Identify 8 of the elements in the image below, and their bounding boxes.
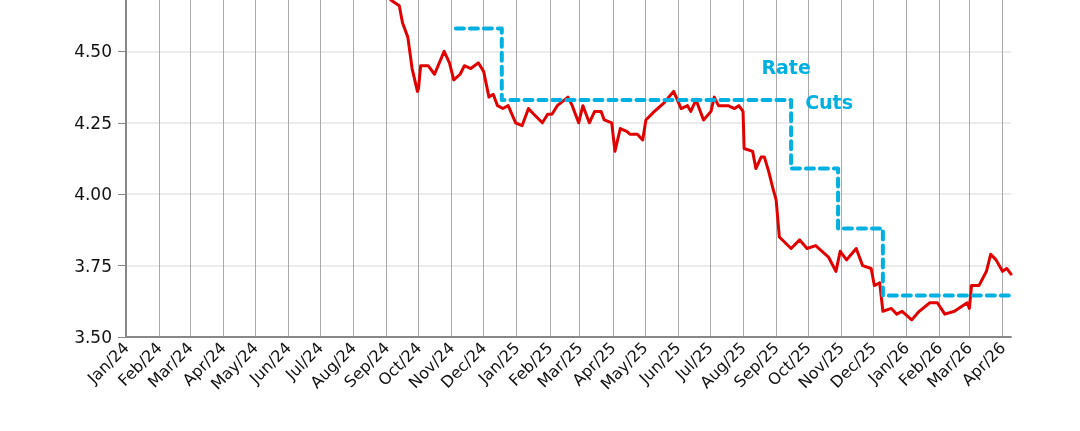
y-tick-label: 4.25 xyxy=(74,112,112,133)
y-tick-label: 3.75 xyxy=(74,255,112,276)
y-tick-label: 4.50 xyxy=(74,41,112,62)
y-tick-label: 4.00 xyxy=(74,184,112,205)
line-series xyxy=(389,0,1013,322)
y-tick-label: 3.50 xyxy=(74,327,112,347)
annotation: Cuts xyxy=(805,90,854,113)
annotation: Rate xyxy=(761,55,811,78)
